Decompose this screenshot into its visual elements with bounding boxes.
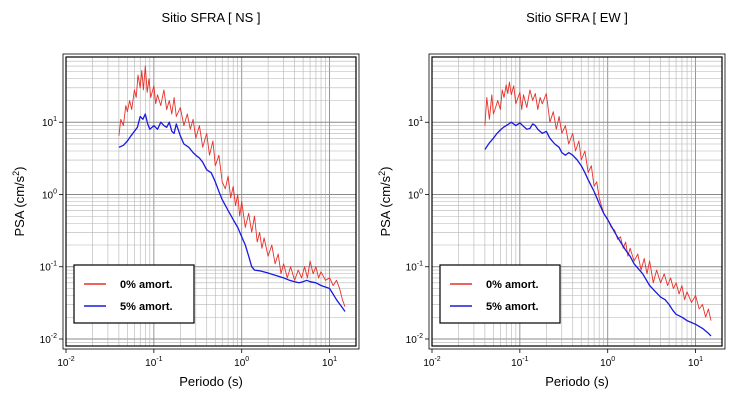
- y-tick-label: 100: [42, 188, 57, 201]
- tick-exponent: 0: [611, 356, 615, 363]
- plot-frame: [65, 56, 357, 347]
- tick-exponent: 0: [419, 188, 423, 195]
- legend-entry-label: 0% amort.: [486, 279, 539, 291]
- x-axis-label: Periodo (s): [179, 374, 243, 389]
- series-line-damped: [484, 121, 712, 337]
- tick-base: 10: [234, 358, 246, 369]
- chart-title: Sitio SFRA [ NS ]: [162, 10, 261, 25]
- tick-exponent: -2: [417, 333, 423, 340]
- tick-base: 10: [408, 190, 420, 201]
- tick-base: 10: [423, 358, 435, 369]
- legend-entry-label: 5% amort.: [486, 301, 539, 313]
- tick-exponent: -2: [68, 356, 74, 363]
- tick-base: 10: [406, 263, 418, 274]
- legend-entry-label: 5% amort.: [120, 301, 173, 313]
- tick-exponent: 1: [333, 356, 337, 363]
- plot-frame: [431, 56, 723, 347]
- x-tick-label: 101: [322, 356, 337, 369]
- legend-box: [439, 264, 561, 324]
- tick-base: 10: [511, 358, 523, 369]
- tick-exponent: 1: [53, 116, 57, 123]
- x-tick-label: 10-2: [423, 356, 440, 369]
- y-tick-label: 10-1: [40, 261, 57, 274]
- tick-exponent: -1: [156, 356, 162, 363]
- grid: [431, 56, 723, 347]
- tick-base: 10: [408, 118, 420, 129]
- tick-base: 10: [322, 358, 334, 369]
- legend: 0% amort. 5% amort.: [439, 264, 561, 324]
- y-tick-label: 100: [408, 188, 423, 201]
- tick-exponent: -1: [522, 356, 528, 363]
- series-line-undamped: [484, 81, 712, 321]
- y-tick-label: 10-2: [406, 333, 423, 346]
- y-tick-label: 10-2: [40, 333, 57, 346]
- x-tick-label: 10-2: [57, 356, 74, 369]
- legend-box: [73, 264, 195, 324]
- tick-base: 10: [42, 190, 54, 201]
- tick-exponent: 0: [53, 188, 57, 195]
- x-tick-label: 100: [600, 356, 615, 369]
- x-tick-label: 100: [234, 356, 249, 369]
- series-line-undamped: [118, 65, 346, 307]
- legend-entry-label: 0% amort.: [120, 279, 173, 291]
- tick-base: 10: [42, 118, 54, 129]
- plot-frame-outer: [62, 53, 360, 350]
- series-line-damped: [118, 113, 346, 312]
- y-tick-label: 10-1: [406, 261, 423, 274]
- chart-title: Sitio SFRA [ EW ]: [526, 10, 628, 25]
- tick-base: 10: [57, 358, 69, 369]
- tick-exponent: 1: [699, 356, 703, 363]
- x-axis-label: Periodo (s): [545, 374, 609, 389]
- x-tick-label: 10-1: [145, 356, 162, 369]
- tick-base: 10: [600, 358, 612, 369]
- legend: 0% amort. 5% amort.: [73, 264, 195, 324]
- tick-base: 10: [40, 263, 52, 274]
- y-tick-label: 101: [408, 116, 423, 129]
- tick-base: 10: [406, 335, 418, 346]
- tick-exponent: -1: [417, 261, 423, 268]
- y-axis-label: PSA (cm/s2): [377, 166, 393, 236]
- tick-base: 10: [40, 335, 52, 346]
- x-tick-label: 10-1: [511, 356, 528, 369]
- tick-base: 10: [145, 358, 157, 369]
- tick-base: 10: [688, 358, 700, 369]
- tick-exponent: -1: [51, 261, 57, 268]
- tick-exponent: 1: [419, 116, 423, 123]
- y-tick-label: 101: [42, 116, 57, 129]
- tick-exponent: -2: [434, 356, 440, 363]
- y-axis-label: PSA (cm/s2): [11, 166, 27, 236]
- tick-exponent: 0: [245, 356, 249, 363]
- tick-exponent: -2: [51, 333, 57, 340]
- plot-frame-outer: [428, 53, 726, 350]
- x-tick-label: 101: [688, 356, 703, 369]
